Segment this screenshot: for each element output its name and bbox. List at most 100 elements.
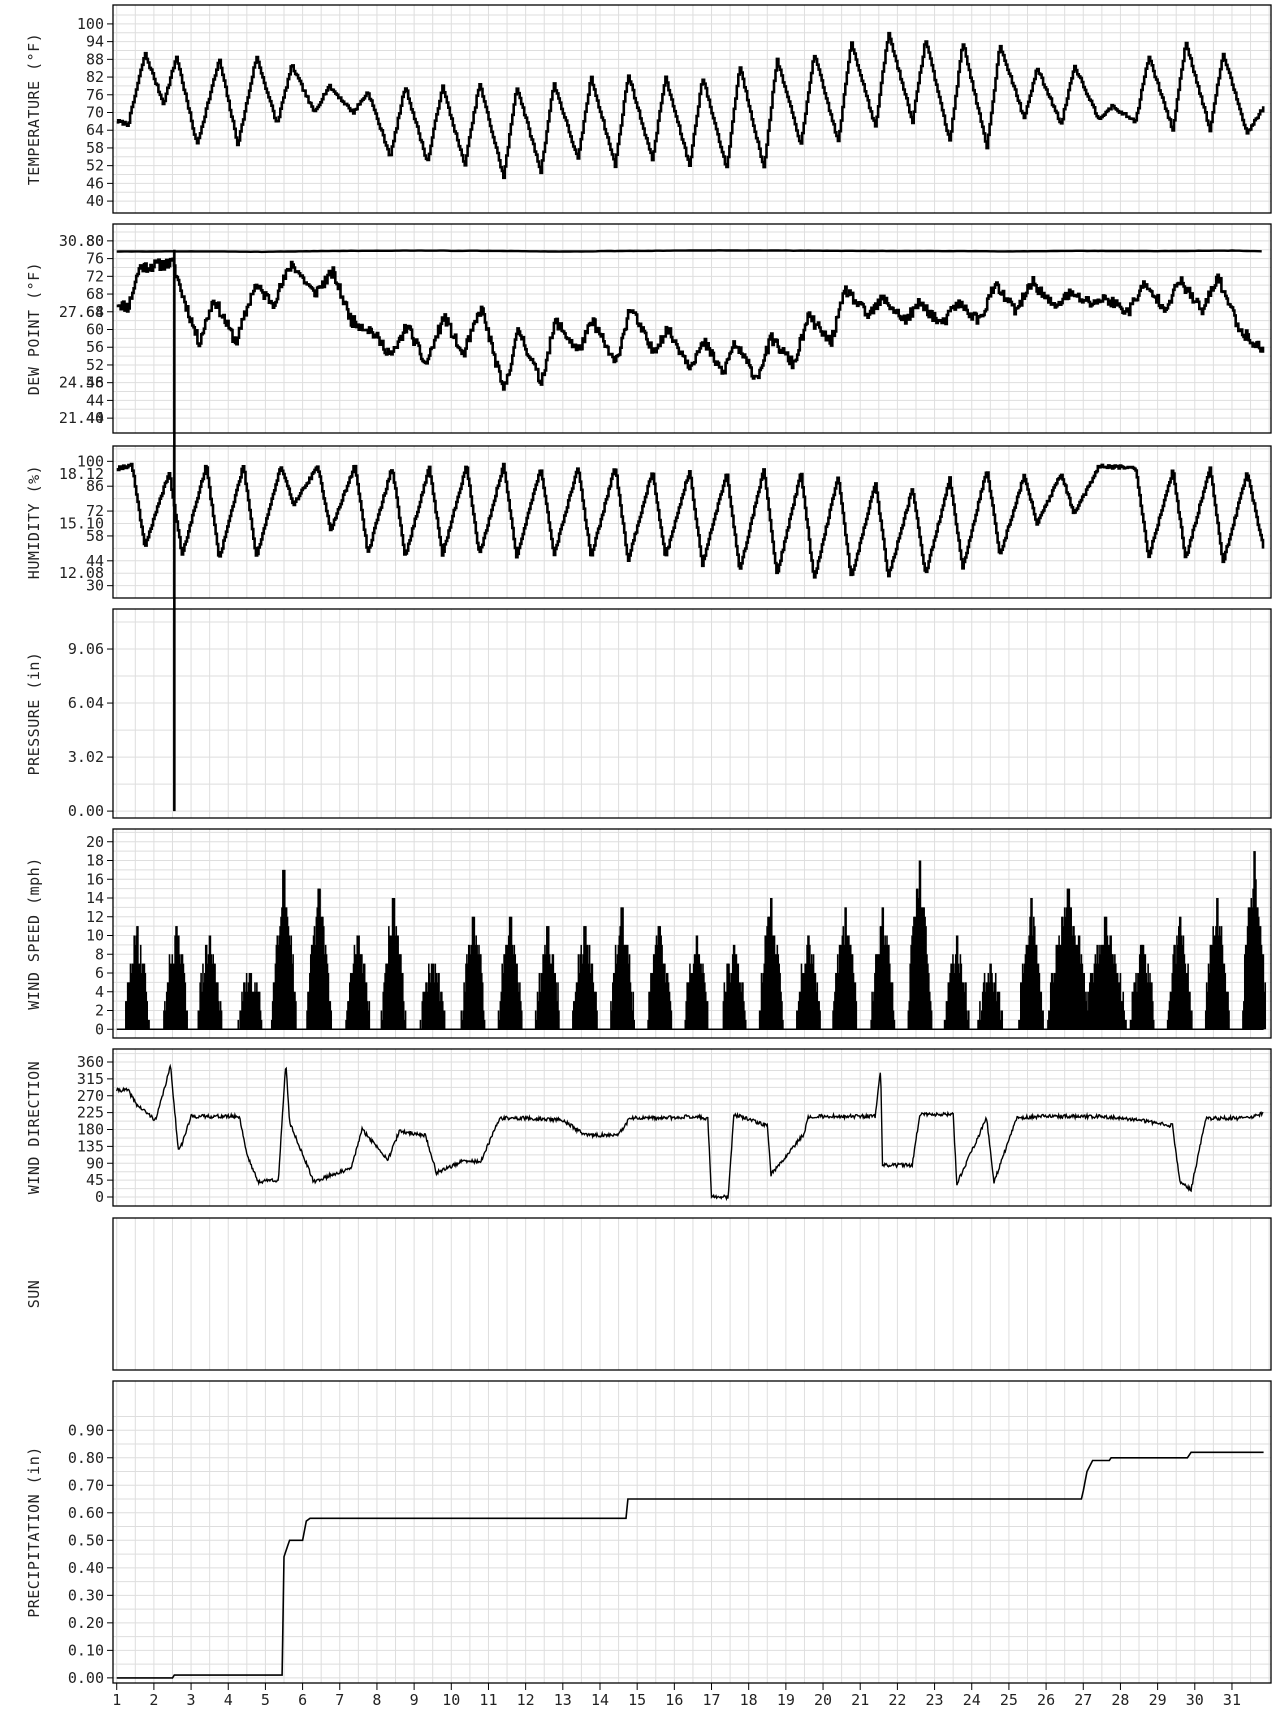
y-tick-label: 8 <box>95 945 104 963</box>
y-tick-label: 72 <box>86 502 104 520</box>
y-tick-label: 48 <box>86 374 104 392</box>
pressure-overlay-series <box>116 249 1262 254</box>
y-tick-label: 0.20 <box>68 1614 104 1632</box>
y-tick-label: 100 <box>77 452 104 470</box>
x-tick-label: 15 <box>628 1691 646 1709</box>
x-tick-label: 10 <box>442 1691 460 1709</box>
y-axis-label: DEW POINT (°F) <box>25 262 43 395</box>
wind-speed-bars <box>125 851 1267 1030</box>
y-tick-label: 52 <box>86 157 104 175</box>
y-tick-label: 180 <box>77 1121 104 1139</box>
panel-frame <box>112 1380 1272 1684</box>
overlay-tick-label: 18.12 <box>59 465 104 483</box>
x-tick-label: 30 <box>1186 1691 1204 1709</box>
x-tick-label: 8 <box>372 1691 381 1709</box>
panel-frame <box>112 1048 1272 1207</box>
panel-frame <box>112 4 1272 214</box>
overlay-tick-label: 15.10 <box>59 515 104 533</box>
panel-frame <box>112 1217 1272 1371</box>
x-tick-label: 26 <box>1037 1691 1055 1709</box>
humidity-series <box>116 462 1265 579</box>
y-tick-label: 72 <box>86 267 104 285</box>
panel-frame <box>112 445 1272 599</box>
x-tick-label: 11 <box>479 1691 497 1709</box>
x-tick-label: 23 <box>926 1691 944 1709</box>
y-tick-label: 315 <box>77 1070 104 1088</box>
y-tick-label: 360 <box>77 1053 104 1071</box>
y-tick-label: 68 <box>86 285 104 303</box>
y-tick-label: 94 <box>86 33 104 51</box>
y-tick-label: 20 <box>86 833 104 851</box>
y-tick-label: 100 <box>77 15 104 33</box>
overlay-tick-label: 21.44 <box>59 409 104 427</box>
overlay-tick-label: 30.80 <box>59 232 104 250</box>
panel-frame <box>112 828 1272 1039</box>
y-tick-label: 64 <box>86 303 104 321</box>
y-tick-label: 0.40 <box>68 1559 104 1577</box>
y-tick-label: 0.10 <box>68 1641 104 1659</box>
y-tick-label: 56 <box>86 338 104 356</box>
y-tick-label: 58 <box>86 527 104 545</box>
y-tick-label: 0.60 <box>68 1504 104 1522</box>
y-tick-label: 0.50 <box>68 1531 104 1549</box>
y-tick-label: 52 <box>86 356 104 374</box>
y-axis-label: TEMPERATURE (°F) <box>25 33 43 186</box>
y-tick-label: 0.80 <box>68 1449 104 1467</box>
x-tick-label: 28 <box>1111 1691 1129 1709</box>
y-tick-label: 12 <box>86 908 104 926</box>
y-tick-label: 76 <box>86 250 104 268</box>
y-tick-label: 0.90 <box>68 1421 104 1439</box>
y-tick-label: 82 <box>86 68 104 86</box>
y-tick-label: 40 <box>86 409 104 427</box>
x-tick-label: 29 <box>1149 1691 1167 1709</box>
x-tick-label: 27 <box>1074 1691 1092 1709</box>
x-tick-label: 14 <box>591 1691 609 1709</box>
x-tick-label: 6 <box>298 1691 307 1709</box>
x-tick-label: 13 <box>554 1691 572 1709</box>
x-tick-label: 20 <box>814 1691 832 1709</box>
y-axis-label: HUMIDITY (%) <box>25 465 43 579</box>
overlay-tick-label: 24.56 <box>59 374 104 392</box>
precipitation-series <box>116 1451 1264 1679</box>
y-tick-label: 45 <box>86 1171 104 1189</box>
y-tick-label: 0.00 <box>68 802 104 820</box>
x-tick-label: 3 <box>187 1691 196 1709</box>
y-tick-label: 4 <box>95 983 104 1001</box>
x-tick-label: 17 <box>702 1691 720 1709</box>
x-tick-label: 25 <box>1000 1691 1018 1709</box>
y-tick-label: 16 <box>86 870 104 888</box>
x-tick-label: 2 <box>149 1691 158 1709</box>
panel-frame <box>112 608 1272 819</box>
y-tick-label: 9.06 <box>68 640 104 658</box>
y-tick-label: 80 <box>86 232 104 250</box>
panel-humidity: 30 44 58 72 86 100 HUMIDITY (%) <box>25 445 1272 599</box>
wind-direction-series <box>116 1063 1264 1202</box>
x-tick-label: 19 <box>777 1691 795 1709</box>
y-tick-label: 30 <box>86 577 104 595</box>
x-tick-label: 12 <box>517 1691 535 1709</box>
y-tick-label: 0.70 <box>68 1476 104 1494</box>
y-axis-label: PRESSURE (in) <box>25 652 43 776</box>
dew-point-series <box>116 257 1265 391</box>
y-tick-label: 76 <box>86 86 104 104</box>
y-tick-label: 40 <box>86 192 104 210</box>
y-tick-label: 46 <box>86 174 104 192</box>
panel-pressure: 0.00 3.02 6.04 9.06 PRESSURE (in) <box>25 608 1272 820</box>
y-tick-label: 6 <box>95 964 104 982</box>
x-tick-label: 18 <box>740 1691 758 1709</box>
x-tick-label: 31 <box>1223 1691 1241 1709</box>
y-tick-label: 270 <box>77 1087 104 1105</box>
y-tick-label: 10 <box>86 927 104 945</box>
y-tick-label: 225 <box>77 1104 104 1122</box>
y-tick-label: 2 <box>95 1002 104 1020</box>
y-tick-label: 6.04 <box>68 694 104 712</box>
y-axis-label: SUN <box>25 1280 43 1309</box>
y-tick-label: 0.30 <box>68 1586 104 1604</box>
y-tick-label: 44 <box>86 391 104 409</box>
y-tick-label: 14 <box>86 889 104 907</box>
panel-precipitation: 0.00 0.10 0.20 0.30 0.40 0.50 0.60 0.70 0.80 0.90… <box>25 1380 1272 1687</box>
panel-sun: SUN <box>25 1217 1272 1371</box>
